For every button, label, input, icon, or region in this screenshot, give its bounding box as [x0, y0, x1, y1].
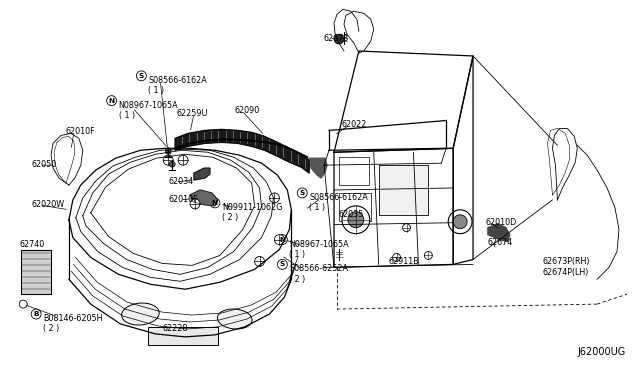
Text: 62010F: 62010F: [66, 128, 95, 137]
FancyBboxPatch shape: [148, 327, 218, 345]
Ellipse shape: [218, 309, 252, 329]
Text: S08566-6162A
( 1 ): S08566-6162A ( 1 ): [309, 193, 368, 212]
Circle shape: [448, 210, 472, 234]
Text: 62050: 62050: [31, 160, 56, 169]
Circle shape: [165, 148, 171, 154]
Polygon shape: [175, 129, 309, 173]
Text: 62228: 62228: [163, 324, 188, 333]
Text: 62010D: 62010D: [486, 218, 517, 227]
Polygon shape: [190, 190, 218, 206]
Text: 62010F: 62010F: [168, 195, 198, 204]
Circle shape: [342, 206, 370, 234]
Text: 62673P(RH)
62674P(LH): 62673P(RH) 62674P(LH): [543, 257, 590, 277]
Circle shape: [275, 235, 284, 244]
FancyBboxPatch shape: [21, 250, 51, 294]
Text: 62740: 62740: [19, 240, 45, 248]
Circle shape: [269, 193, 280, 203]
Text: N: N: [279, 237, 285, 243]
Text: N08967-1065A
( 1 ): N08967-1065A ( 1 ): [118, 101, 178, 120]
Text: S: S: [139, 73, 144, 79]
Text: 62673: 62673: [323, 34, 348, 43]
Text: B08146-6205H
( 2 ): B08146-6205H ( 2 ): [43, 314, 102, 333]
Text: N: N: [109, 97, 115, 104]
Circle shape: [178, 155, 188, 165]
Text: B: B: [33, 311, 39, 317]
Circle shape: [255, 256, 264, 266]
Text: S08566-6162A
( 1 ): S08566-6162A ( 1 ): [148, 76, 207, 95]
Circle shape: [424, 251, 432, 259]
Text: 62020W: 62020W: [31, 200, 64, 209]
Circle shape: [348, 212, 364, 228]
Text: 62035: 62035: [339, 210, 364, 219]
Polygon shape: [194, 168, 210, 180]
Text: S: S: [300, 190, 305, 196]
Circle shape: [403, 224, 410, 232]
Text: 62911B: 62911B: [388, 257, 419, 266]
Text: N09911-1062G
( 2 ): N09911-1062G ( 2 ): [222, 203, 282, 222]
Ellipse shape: [122, 303, 159, 325]
Text: J62000UG: J62000UG: [577, 347, 625, 357]
Circle shape: [453, 215, 467, 229]
Text: S: S: [280, 262, 285, 267]
Text: 62022: 62022: [342, 121, 367, 129]
Text: 62034: 62034: [168, 177, 193, 186]
Text: N08967-1065A
( 1 ): N08967-1065A ( 1 ): [289, 240, 349, 259]
Polygon shape: [488, 224, 510, 241]
Polygon shape: [309, 158, 327, 178]
Text: N: N: [212, 200, 218, 206]
Text: 62090: 62090: [235, 106, 260, 115]
Text: 62674: 62674: [488, 238, 513, 247]
Text: 62259U: 62259U: [176, 109, 207, 118]
Circle shape: [334, 34, 344, 44]
Circle shape: [392, 253, 401, 262]
Circle shape: [163, 155, 173, 165]
Circle shape: [190, 199, 200, 209]
FancyBboxPatch shape: [379, 165, 428, 215]
Circle shape: [19, 300, 28, 308]
Circle shape: [169, 161, 175, 167]
Text: S08566-6252A
( 2 ): S08566-6252A ( 2 ): [289, 264, 348, 284]
